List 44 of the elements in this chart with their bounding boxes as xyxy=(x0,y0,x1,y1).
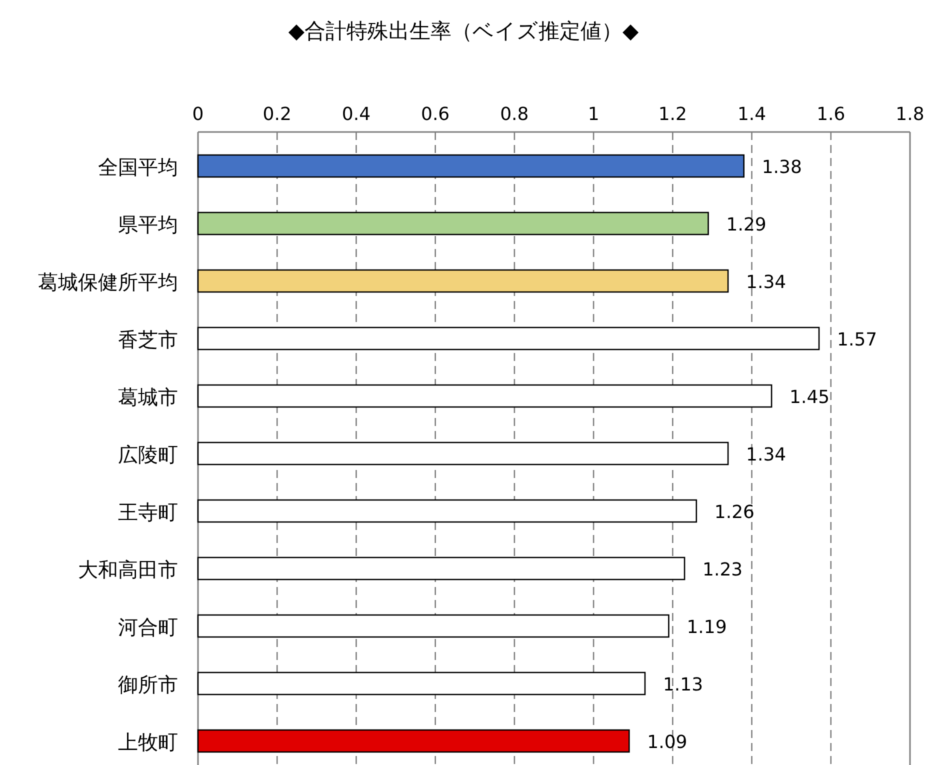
x-tick-label: 0 xyxy=(192,104,204,125)
y-tick-label: 香芝市 xyxy=(118,328,178,352)
y-tick-label: 県平均 xyxy=(118,212,178,236)
data-label: 1.45 xyxy=(790,387,830,408)
y-tick-label: 王寺町 xyxy=(118,500,178,524)
y-tick-label: 葛城市 xyxy=(118,385,178,409)
y-tick-label: 御所市 xyxy=(118,672,178,696)
data-label: 1.34 xyxy=(746,272,786,293)
x-tick-label: 1.4 xyxy=(737,104,766,125)
data-label: 1.13 xyxy=(662,674,704,696)
x-tick-label: 1.2 xyxy=(658,104,687,125)
x-tick-label: 0.6 xyxy=(421,104,450,125)
y-tick-label: 全国平均 xyxy=(98,155,178,179)
x-tick-label: 0.2 xyxy=(262,104,292,125)
x-tick-label: 0.8 xyxy=(500,104,529,125)
x-tick-label: 1 xyxy=(588,104,600,125)
y-tick-label: 上牧町 xyxy=(118,730,178,754)
bar xyxy=(197,154,745,178)
chart-title: ◆合計特殊出生率（ベイズ推定値）◆ xyxy=(288,19,640,43)
bar xyxy=(197,384,772,408)
data-label: 1.57 xyxy=(837,330,878,350)
data-label: 1.34 xyxy=(746,444,786,466)
bar xyxy=(197,442,729,466)
data-label: 1.09 xyxy=(647,732,688,753)
bar xyxy=(197,499,698,523)
data-label: 1.38 xyxy=(762,157,802,178)
bar xyxy=(197,212,709,236)
data-label: 1.19 xyxy=(686,617,727,638)
bar xyxy=(197,672,646,696)
bar xyxy=(197,614,670,638)
y-tick-label: 大和高田市 xyxy=(78,558,178,582)
bar xyxy=(197,729,630,753)
x-tick-label: 1.8 xyxy=(896,104,924,125)
data-label: 1.23 xyxy=(702,560,743,580)
data-label: 1.26 xyxy=(714,502,754,523)
y-tick-label: 葛城保健所平均 xyxy=(38,270,178,294)
bar xyxy=(197,326,820,350)
x-tick-label: 1.6 xyxy=(816,104,846,125)
bar xyxy=(197,269,729,293)
data-label: 1.29 xyxy=(726,214,766,236)
y-tick-label: 広陵町 xyxy=(118,442,178,466)
bar xyxy=(197,556,686,580)
y-tick-label: 河合町 xyxy=(118,615,178,639)
x-tick-label: 0.4 xyxy=(342,104,371,125)
